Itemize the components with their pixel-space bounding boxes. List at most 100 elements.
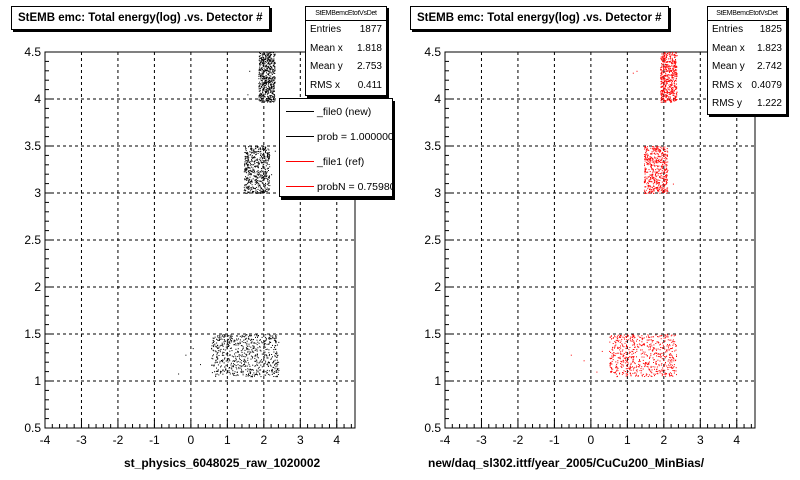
- data-point: [257, 177, 259, 179]
- data-point: [268, 86, 269, 88]
- data-point: [651, 169, 653, 170]
- data-point: [614, 372, 616, 374]
- data-point: [612, 337, 614, 339]
- data-point: [655, 360, 657, 362]
- data-point: [630, 357, 632, 359]
- data-point: [672, 357, 674, 359]
- data-point: [666, 345, 668, 347]
- data-point: [660, 72, 662, 74]
- data-point: [262, 56, 263, 58]
- data-point: [255, 181, 257, 183]
- data-point: [272, 100, 274, 102]
- data-point: [635, 373, 637, 375]
- data-point: [239, 342, 241, 344]
- data-point: [636, 365, 637, 367]
- data-point: [615, 373, 617, 375]
- data-point: [650, 174, 652, 176]
- data-point: [661, 181, 663, 183]
- data-point: [648, 335, 649, 337]
- data-point: [660, 83, 662, 85]
- data-point: [223, 370, 225, 372]
- data-point: [278, 341, 280, 343]
- data-point: [264, 149, 266, 151]
- data-point: [666, 74, 668, 76]
- data-point: [235, 365, 237, 366]
- data-point: [264, 343, 266, 345]
- data-point: [671, 334, 673, 336]
- data-point: [254, 181, 256, 183]
- data-point: [656, 187, 658, 189]
- data-point: [644, 351, 646, 353]
- data-point: [267, 373, 269, 375]
- data-point: [652, 158, 654, 160]
- data-point: [254, 334, 256, 336]
- data-point: [654, 375, 655, 377]
- data-point: [217, 347, 219, 349]
- data-point: [659, 176, 660, 178]
- data-point: [245, 353, 247, 355]
- data-point: [264, 340, 266, 342]
- data-point: [671, 374, 673, 376]
- data-point: [609, 357, 611, 359]
- data-point: [669, 68, 671, 70]
- data-point: [616, 340, 618, 342]
- data-point: [621, 343, 623, 345]
- data-point: [655, 348, 657, 350]
- data-point: [224, 349, 226, 351]
- data-point: [642, 351, 644, 353]
- data-point: [241, 365, 243, 367]
- data-point: [637, 335, 639, 337]
- legend-entry: _file0 (new): [280, 99, 392, 124]
- data-point: [664, 78, 666, 80]
- data-point: [245, 169, 247, 171]
- data-point: [215, 360, 217, 362]
- data-point: [254, 355, 256, 357]
- data-point: [247, 159, 249, 161]
- data-point: [259, 346, 261, 348]
- data-point: [644, 192, 646, 194]
- data-point: [267, 70, 269, 72]
- data-point: [264, 155, 266, 157]
- data-point: [260, 152, 262, 154]
- data-point: [265, 91, 266, 93]
- data-point: [261, 342, 263, 344]
- data-point: [656, 168, 658, 170]
- data-point: [229, 337, 231, 339]
- data-point: [664, 101, 666, 103]
- data-point: [230, 364, 232, 366]
- data-point: [259, 361, 261, 363]
- data-point: [642, 368, 644, 370]
- data-point: [247, 186, 249, 188]
- data-point: [230, 334, 232, 336]
- data-point: [666, 61, 668, 63]
- data-point: [246, 167, 248, 169]
- data-point: [633, 344, 635, 346]
- data-point: [260, 57, 262, 59]
- data-point: [666, 164, 668, 166]
- data-point: [213, 365, 215, 367]
- data-point: [265, 58, 267, 60]
- data-point: [223, 362, 225, 364]
- data-point: [655, 363, 657, 365]
- data-point: [650, 343, 652, 345]
- data-point: [241, 360, 243, 362]
- data-point: [663, 161, 665, 163]
- right-stats-row: Mean x 1.823: [712, 42, 782, 54]
- data-point: [674, 85, 676, 87]
- data-point: [668, 53, 670, 55]
- data-point: [638, 361, 640, 363]
- data-point: [652, 366, 654, 368]
- data-point: [630, 340, 632, 342]
- data-point: [650, 190, 652, 192]
- data-point: [663, 61, 665, 63]
- data-point: [649, 189, 650, 190]
- data-point: [623, 357, 625, 359]
- data-point: [263, 146, 265, 148]
- data-point: [240, 354, 242, 356]
- data-point: [664, 92, 666, 93]
- data-point: [666, 66, 668, 68]
- data-point: [259, 73, 261, 75]
- data-point: [237, 344, 239, 346]
- data-point: [664, 58, 666, 60]
- data-point: [249, 167, 251, 169]
